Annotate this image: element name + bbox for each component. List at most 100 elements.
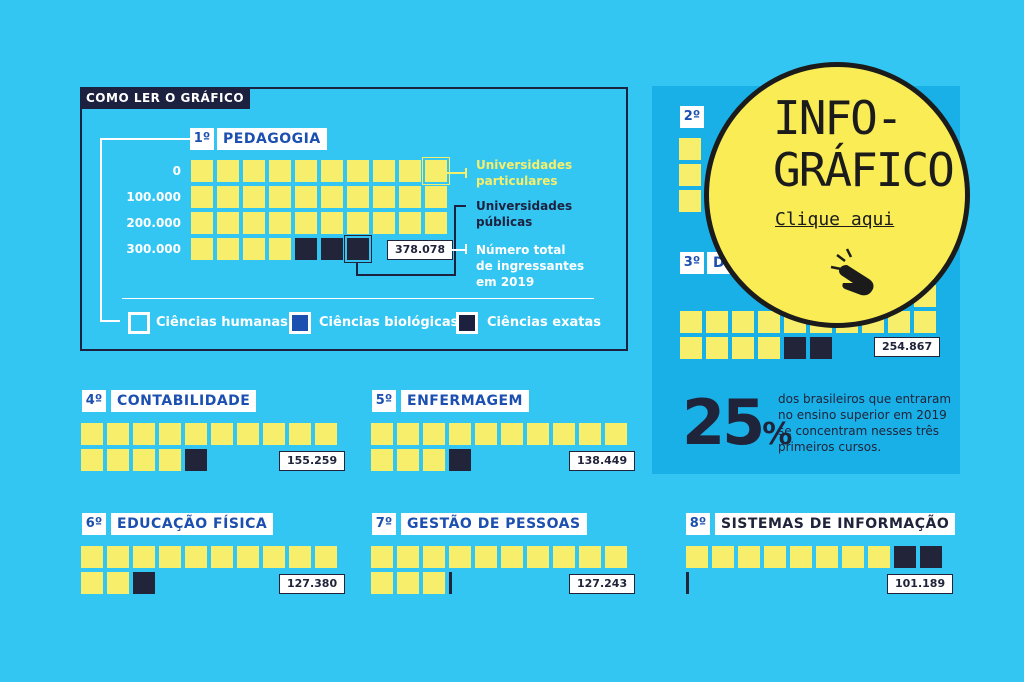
waffle-square	[605, 546, 627, 568]
waffle-square	[243, 238, 265, 260]
waffle-square	[191, 186, 213, 208]
waffle-square	[217, 186, 239, 208]
waffle-square	[289, 423, 311, 445]
waffle-square	[269, 238, 291, 260]
course-title: PEDAGOGIA	[217, 128, 327, 150]
waffle-square	[211, 423, 233, 445]
waffle-square	[243, 186, 265, 208]
waffle-square	[371, 546, 393, 568]
waffle-square	[371, 449, 393, 471]
waffle-square	[425, 186, 447, 208]
rank-badge: 4º	[82, 390, 106, 412]
click-here-link[interactable]: Clique aqui	[775, 209, 895, 230]
waffle-square	[133, 572, 155, 594]
how-to-read-box	[80, 87, 628, 351]
waffle-square	[217, 160, 239, 182]
waffle-square	[501, 546, 523, 568]
axis-label: 300.000	[126, 242, 181, 256]
waffle-square	[159, 449, 181, 471]
total-value: 127.380	[279, 574, 346, 594]
waffle-square	[423, 423, 445, 445]
waffle-square	[680, 337, 702, 359]
waffle-square	[295, 160, 317, 182]
course-title: ENFERMAGEM	[401, 390, 529, 412]
rank-badge: 1º	[190, 128, 214, 150]
waffle-square	[347, 186, 369, 208]
rank-badge: 7º	[372, 513, 396, 535]
waffle-square	[758, 337, 780, 359]
total-value: 378.078	[387, 240, 454, 260]
waffle-square	[527, 546, 549, 568]
waffle-square	[449, 449, 471, 471]
waffle-square	[159, 423, 181, 445]
pointer-line	[465, 244, 467, 254]
bracket-line	[100, 320, 120, 322]
waffle-square	[107, 449, 129, 471]
waffle-square	[397, 572, 419, 594]
waffle-square	[81, 423, 103, 445]
waffle-square	[712, 546, 734, 568]
waffle-square	[373, 160, 395, 182]
waffle-square	[295, 186, 317, 208]
waffle-square	[894, 546, 916, 568]
waffle-square	[159, 546, 181, 568]
waffle-square	[920, 546, 942, 568]
waffle-square	[449, 423, 471, 445]
waffle-square	[764, 546, 786, 568]
bracket-line	[100, 138, 190, 140]
waffle-square	[191, 212, 213, 234]
waffle-square	[269, 160, 291, 182]
waffle-square	[784, 337, 806, 359]
waffle-square	[706, 311, 728, 333]
waffle-square	[732, 311, 754, 333]
course-title: EDUCAÇÃO FÍSICA	[111, 513, 274, 535]
waffle-square	[81, 449, 103, 471]
waffle-square	[263, 546, 285, 568]
waffle-square	[243, 160, 265, 182]
waffle-square	[527, 423, 549, 445]
legend-swatch-exatas	[456, 312, 478, 334]
waffle-square	[347, 212, 369, 234]
waffle-square	[347, 160, 369, 182]
course-title: GESTÃO DE PESSOAS	[401, 513, 587, 535]
waffle-square	[423, 449, 445, 471]
note-particulares: Universidades particulares	[476, 158, 573, 188]
waffle-square	[680, 311, 702, 333]
waffle-square	[133, 449, 155, 471]
waffle-square	[914, 311, 936, 333]
waffle-square	[553, 546, 575, 568]
waffle-square	[243, 212, 265, 234]
total-value: 101.189	[887, 574, 954, 594]
infografico-badge[interactable]: INFO- GRÁFICO Clique aqui	[704, 62, 970, 328]
waffle-square	[211, 546, 233, 568]
waffle-square	[107, 546, 129, 568]
how-to-read-header: COMO LER O GRÁFICO	[80, 87, 251, 109]
rank-badge: 8º	[686, 513, 710, 535]
waffle-square	[289, 546, 311, 568]
waffle-square	[217, 212, 239, 234]
pointing-hand-icon	[823, 245, 883, 299]
course-title: SISTEMAS DE INFORMAÇÃO	[715, 513, 956, 535]
waffle-square	[269, 212, 291, 234]
waffle-square	[738, 546, 760, 568]
waffle-square	[237, 423, 259, 445]
waffle-square	[371, 423, 393, 445]
waffle-square	[553, 423, 575, 445]
legend-divider	[122, 298, 594, 299]
waffle-square	[269, 186, 291, 208]
waffle-square	[237, 546, 259, 568]
waffle-square	[185, 449, 207, 471]
legend-label-humanas: Ciências humanas	[156, 315, 288, 330]
waffle-square	[842, 546, 864, 568]
pointer-line	[454, 205, 456, 275]
waffle-square	[475, 546, 497, 568]
waffle-square	[810, 337, 832, 359]
waffle-square	[758, 311, 780, 333]
badge-title-line2: GRÁFICO	[773, 143, 955, 197]
legend-swatch-biologicas	[289, 312, 311, 334]
waffle-square	[107, 423, 129, 445]
waffle-square	[579, 423, 601, 445]
waffle-square	[217, 238, 239, 260]
legend-label-biologicas: Ciências biológicas	[319, 315, 459, 330]
waffle-square	[133, 423, 155, 445]
